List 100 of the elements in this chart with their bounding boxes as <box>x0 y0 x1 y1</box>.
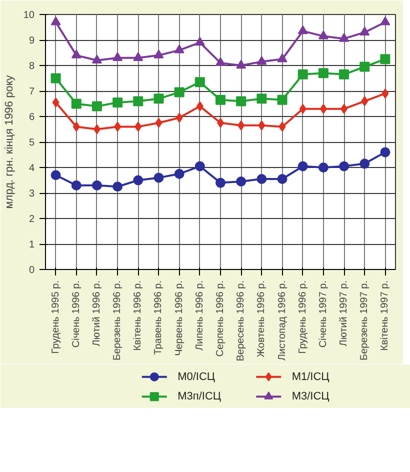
point <box>298 69 308 80</box>
point <box>256 56 267 65</box>
y-tick-label: 5 <box>28 138 35 148</box>
x-tick-label: Січень 1996 р. <box>70 280 82 348</box>
point <box>50 16 61 26</box>
y-tick-label: 10 <box>23 10 35 21</box>
x-tick-label: Грудень 1995 р. <box>50 280 62 354</box>
point <box>194 77 205 88</box>
point <box>258 120 266 130</box>
point <box>114 122 122 132</box>
y-tick-label: 4 <box>28 163 35 174</box>
y-tick-label: 0 <box>28 265 35 276</box>
legend-label: M3/ICЦ <box>292 390 330 403</box>
point <box>238 120 245 130</box>
y-tick-label: 1 <box>28 240 35 250</box>
x-tick-label: Травень 1996 р. <box>153 280 164 355</box>
point <box>93 124 100 134</box>
point <box>71 180 82 190</box>
point <box>50 170 61 180</box>
point <box>318 162 328 172</box>
x-tick-label: Лютий 1997 р. <box>338 280 350 346</box>
point <box>134 122 142 132</box>
point <box>133 175 144 186</box>
point <box>50 73 61 84</box>
point <box>339 33 350 42</box>
x-tick-label: Вересень 1996 р. <box>236 280 247 362</box>
x-tick-label: Квітень 1997 р. <box>380 280 391 351</box>
point <box>52 97 60 108</box>
point <box>92 180 102 190</box>
point <box>340 104 348 114</box>
point <box>154 50 164 58</box>
y-tick-label: 8 <box>28 61 35 72</box>
point <box>298 161 308 172</box>
point <box>216 178 226 188</box>
y-tick-label: 7 <box>28 86 35 98</box>
x-tick-label: Лютий 1996 р. <box>91 280 102 346</box>
point <box>92 54 102 64</box>
point <box>174 44 184 54</box>
point <box>174 87 184 98</box>
point <box>155 118 162 128</box>
point <box>299 104 306 114</box>
point <box>256 174 267 184</box>
point <box>380 147 390 158</box>
y-axis-title: млрд. грн. кінця 1996 року <box>3 74 16 209</box>
point <box>133 96 144 106</box>
point <box>360 26 370 36</box>
point <box>360 158 370 169</box>
point <box>194 161 205 172</box>
y-tick-label: 3 <box>28 188 35 200</box>
point <box>380 54 390 64</box>
point <box>112 52 123 61</box>
point <box>339 161 350 172</box>
point <box>236 60 246 69</box>
x-tick-label: Березень 1997 р. <box>359 280 370 360</box>
point <box>277 174 288 184</box>
x-tick-label: Грудень 1996 р. <box>297 280 308 354</box>
point <box>71 98 82 109</box>
point <box>382 88 389 99</box>
point <box>339 69 350 80</box>
point <box>154 94 164 104</box>
y-tick-label: 9 <box>28 36 35 46</box>
point <box>154 172 164 183</box>
point <box>278 122 286 132</box>
point <box>277 94 288 105</box>
point <box>216 57 226 66</box>
x-tick-label: Червень 1996 р. <box>174 280 185 356</box>
point <box>196 101 204 112</box>
x-tick-label: Липень 1996 р. <box>194 280 206 350</box>
x-tick-label: Березень 1996 р. <box>112 280 124 360</box>
point <box>71 50 82 58</box>
point <box>256 94 267 104</box>
point <box>194 36 205 46</box>
point <box>72 122 80 132</box>
point <box>361 96 368 106</box>
x-tick-label: Квітень 1996 р. <box>132 280 144 351</box>
point <box>236 176 246 187</box>
point <box>112 97 123 108</box>
x-tick-label: Серпень 1996 р. <box>215 280 226 357</box>
point <box>380 16 390 26</box>
point <box>277 53 288 62</box>
x-tick-label: Жовтень 1996 р. <box>256 280 268 358</box>
point <box>216 94 226 105</box>
point <box>174 168 184 179</box>
point <box>320 104 327 114</box>
x-tick-label: Листопад 1996 р. <box>276 280 288 361</box>
point <box>318 30 328 40</box>
point <box>92 101 102 112</box>
point <box>236 96 246 106</box>
y-tick-label: 2 <box>28 214 35 225</box>
point <box>360 62 370 72</box>
legend-label: M1/ICЦ <box>292 370 330 383</box>
legend-label: M3п/ICЦ <box>178 390 222 403</box>
point <box>176 112 183 123</box>
legend-label: M0/ICЦ <box>178 370 216 383</box>
point <box>133 52 144 61</box>
y-tick-label: 6 <box>28 112 35 123</box>
point <box>318 68 328 78</box>
point <box>298 25 308 34</box>
point <box>112 182 123 192</box>
x-tick-label: Січень 1997 р. <box>318 280 329 348</box>
